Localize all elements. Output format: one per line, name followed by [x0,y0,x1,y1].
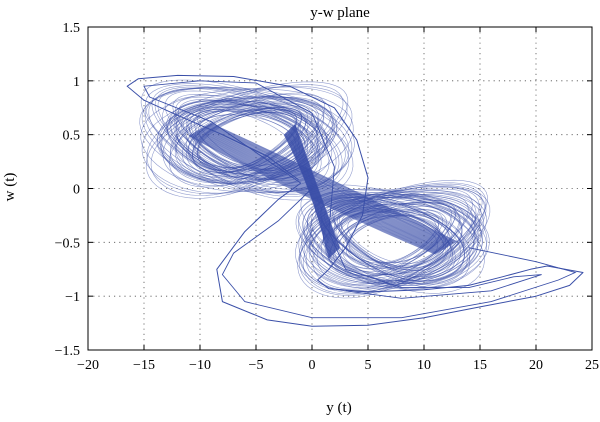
trajectory-band [202,127,449,247]
trajectory-loop [345,214,441,264]
trajectory-band [209,123,457,243]
trajectory-band [202,127,450,247]
trajectory-loop [348,214,437,264]
x-tick-label: 25 [585,358,599,373]
x-tick-label: −10 [189,358,211,373]
trajectory-loop [346,211,440,267]
outer-orbit [221,188,577,319]
y-tick-label: 1.5 [63,21,81,36]
trajectory-loop [312,188,473,290]
y-tick-labels: −1.5 −1 −0.5 0 0.5 1 1.5 [55,21,80,359]
trajectory-band [204,126,451,246]
outer-orbit [143,80,542,299]
trajectory-loop [333,202,452,276]
trajectory-loop [298,189,487,289]
tick-marks [87,26,593,351]
trajectory-loop [172,93,322,187]
x-tick-label: 0 [309,358,316,373]
trajectory-band [203,127,450,247]
trajectory-band [206,125,453,245]
x-tick-label: −15 [133,358,155,373]
y-axis-label: w (t) [2,173,18,202]
y-tick-label: −1.5 [55,344,80,359]
trajectory-loop [151,85,343,195]
trajectory-loop [306,194,479,284]
trajectory-loop [335,210,450,269]
trajectory-loop [144,83,350,197]
trajectory-loop [340,212,445,267]
trajectory-loop [302,183,483,295]
chart-title: y-w plane [310,5,370,21]
trajectory-band [203,126,451,246]
trajectory-band [198,129,446,249]
x-tick-label: 5 [365,358,372,373]
x-tick-label: 20 [529,358,543,373]
trajectory-loop [140,79,354,201]
trajectory-band [189,135,436,255]
trajectory-loop [298,182,487,296]
trajectory-loop [338,208,447,270]
trajectory-band [201,127,449,248]
x-tick-label: −5 [249,358,264,373]
trajectory-loop [310,196,476,282]
trajectory-loop [306,194,479,285]
trajectory-loop [322,203,463,275]
y-tick-label: −1 [65,290,80,305]
x-tick-label: 10 [417,358,431,373]
trajectory-loop [322,203,463,275]
trajectory-band [199,129,446,249]
trajectory-loop [307,193,479,285]
trajectory-band [200,128,448,248]
outer-excursion-line [126,74,584,327]
trajectory-band [207,124,455,244]
trajectory-band [205,125,453,245]
trajectory-band [209,123,456,243]
trajectory-band [208,123,456,244]
trajectory-band [201,128,448,248]
trajectory-band [200,128,447,248]
trajectory-loop [295,188,490,290]
trajectory-loop [164,90,330,190]
trajectory-loop [300,184,485,294]
y-tick-label: 0.5 [63,129,81,144]
y-tick-label: 0 [73,183,80,198]
trajectory-loop [342,209,444,269]
trajectory-band [208,124,455,244]
y-tick-label: 1 [73,75,80,90]
y-tick-label: −0.5 [55,236,80,251]
x-tick-labels: −20 −15 −10 −5 0 5 10 15 20 25 [77,358,599,373]
x-tick-label: 15 [473,358,487,373]
attractor-trajectory [126,74,584,327]
trajectory-band [210,122,458,242]
trajectory-band [294,124,341,249]
trajectory-band [199,129,447,249]
trajectory-band [188,135,436,255]
x-tick-label: −20 [77,358,99,373]
x-axis-label: y (t) [326,400,351,416]
trajectory-band [210,123,457,243]
